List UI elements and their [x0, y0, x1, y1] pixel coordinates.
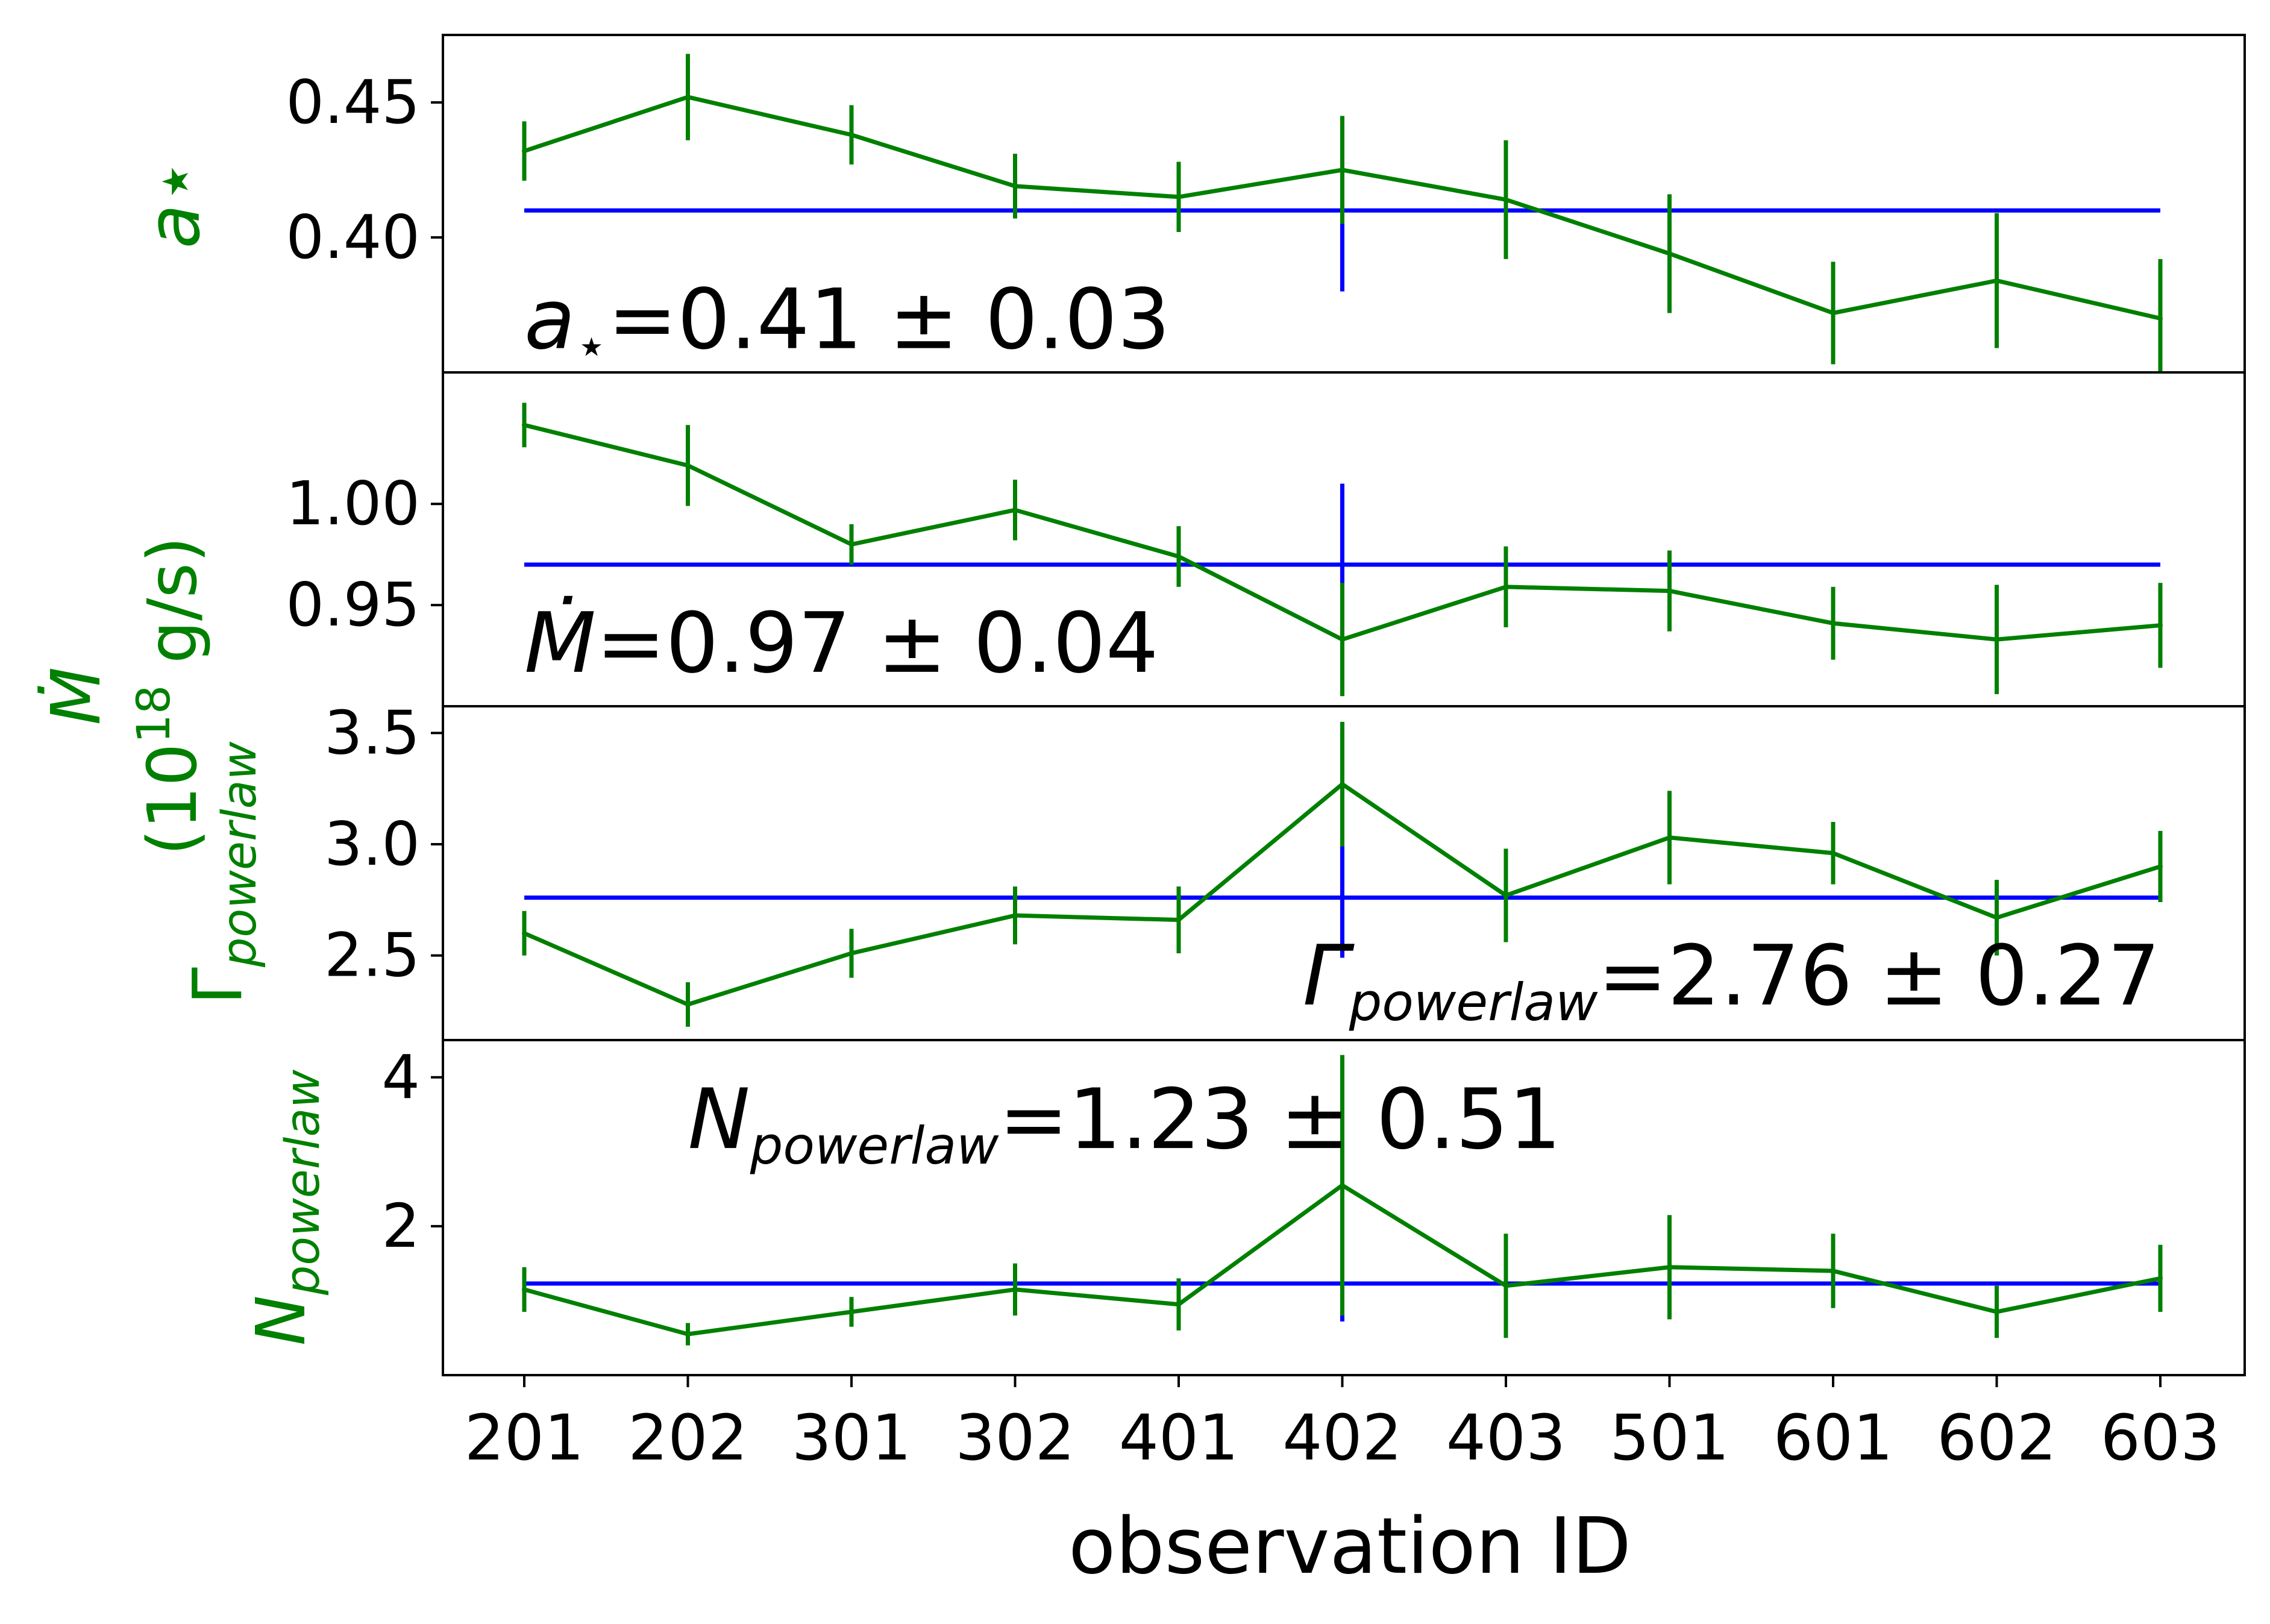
data-point [685, 1002, 691, 1007]
data-point [522, 930, 527, 936]
y-axis-label: Γpowerlaw [179, 741, 267, 1005]
data-point [522, 148, 527, 154]
x-tick-label: 402 [1282, 1401, 1402, 1475]
data-point [1176, 194, 1181, 199]
data-point [2158, 316, 2163, 321]
panel-spin: 0.40 0.45 a⋆=0.41 ± 0.03 a⋆ [133, 34, 2246, 377]
annotation: Npowerlaw=1.23 ± 0.51 [688, 1071, 1562, 1176]
x-tick-label: 202 [628, 1401, 748, 1475]
annotation: Ṁ=0.97 ± 0.04 [524, 595, 1159, 692]
data-point [849, 1309, 854, 1314]
data-point [1667, 835, 1672, 840]
data-point [849, 132, 854, 137]
data-point [1831, 310, 1836, 316]
data-point [1994, 278, 1999, 283]
x-tick-label: 601 [1773, 1401, 1893, 1475]
data-point [2158, 622, 2163, 628]
data-point [685, 95, 691, 100]
data-point [1994, 1309, 1999, 1314]
data-point [1503, 1283, 1508, 1288]
panel-norm: 2 4 Npowerlaw=1.23 ± 0.51 Npowerlaw [242, 1039, 2246, 1376]
x-axis: 201 202 301 302 401 402 403 501 601 602 603 [465, 1375, 2221, 1475]
data-point [522, 1287, 527, 1292]
data-point [1831, 621, 1836, 626]
data-point [522, 422, 527, 428]
data-point [1176, 1302, 1181, 1307]
x-tick-label: 403 [1446, 1401, 1566, 1475]
panel-mdot: 0.95 1.00 Ṁ=0.97 ± 0.04 Ṁ(1018 g/s) [37, 371, 2246, 856]
x-tick-label: 602 [1937, 1401, 2057, 1475]
annotation: Γpowerlaw=2.76 ± 0.27 [1303, 927, 2160, 1033]
data-point [849, 950, 854, 956]
data-point [1012, 1287, 1018, 1292]
x-tick-label: 302 [955, 1401, 1075, 1475]
data-point [685, 463, 691, 468]
data-point [1994, 637, 1999, 642]
y-axis-label: a⋆ [133, 159, 216, 249]
data-point [1340, 1182, 1345, 1188]
data-point [1831, 1268, 1836, 1274]
y-axis-label: Ṁ(1018 g/s) [37, 536, 212, 855]
x-tick-label: 603 [2101, 1401, 2221, 1475]
x-tick-label: 301 [792, 1401, 912, 1475]
data-point [1503, 892, 1508, 898]
data-point [1012, 183, 1018, 189]
data-point [1994, 915, 1999, 920]
y-tick-label: 2 [381, 1191, 420, 1261]
data-point [1012, 913, 1018, 918]
panels: 0.40 0.45 a⋆=0.41 ± 0.03 a⋆ 0.95 1.00 Ṁ=0.97 ±… [37, 34, 2246, 1376]
data-point [1667, 588, 1672, 594]
data-point [1340, 782, 1345, 787]
y-tick-label: 0.95 [286, 569, 420, 640]
x-axis-label: observation ID [1068, 1502, 1631, 1591]
data-point [1176, 554, 1181, 559]
data-point [1340, 168, 1345, 172]
y-tick-label: 2.5 [324, 920, 420, 991]
y-tick-label: 0.40 [286, 202, 420, 272]
x-tick-label: 401 [1119, 1401, 1239, 1475]
data-point [1831, 850, 1836, 856]
data-point [1176, 917, 1181, 923]
x-tick-label: 201 [465, 1401, 585, 1475]
y-tick-label: 3.0 [324, 809, 420, 879]
y-tick-label: 0.45 [286, 67, 420, 137]
data-point [1503, 584, 1508, 589]
y-tick-label: 1.00 [286, 468, 420, 539]
data-point [2158, 864, 2163, 869]
data-point [1667, 251, 1672, 256]
annotation: a⋆=0.41 ± 0.03 [524, 271, 1170, 377]
y-axis-label: Npowerlaw [242, 1070, 330, 1346]
data-point [1503, 197, 1508, 202]
data-point [1012, 507, 1018, 513]
data-point [685, 1332, 691, 1337]
data-point [1667, 1264, 1672, 1270]
panel-frame [442, 1039, 2246, 1376]
data-point [849, 542, 854, 547]
y-tick-label: 4 [381, 1042, 420, 1112]
x-tick-label: 501 [1610, 1401, 1729, 1475]
y-tick-label: 3.5 [324, 697, 420, 768]
data-point [1340, 637, 1345, 642]
data-point [2158, 1276, 2163, 1281]
